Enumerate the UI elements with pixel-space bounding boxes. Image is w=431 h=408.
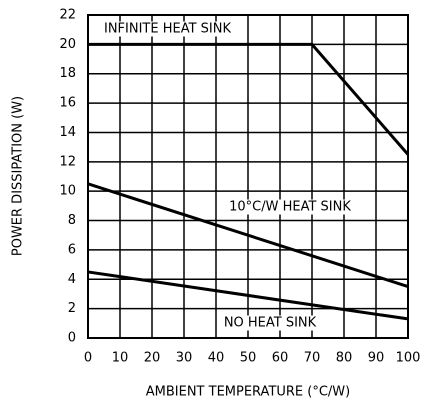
y-tick-label: 6 [68,242,76,257]
x-tick-label: 90 [368,351,385,366]
x-axis-label: AMBIENT TEMPERATURE (°C/W) [146,385,350,400]
y-tick-label: 16 [59,96,76,111]
line [88,42,410,156]
y-tick-label: 14 [59,125,76,140]
y-tick-label: 22 [59,8,76,23]
line [87,270,409,321]
x-tick-label: 30 [176,351,193,366]
label-background [101,21,235,37]
y-tick-label: 12 [59,154,76,169]
series-label: NO HEAT SINK [224,316,317,331]
x-tick-label: 100 [396,351,421,366]
y-tick-label: 8 [68,213,76,228]
y-tick-label: 4 [68,272,76,287]
series-label: 10°C/W HEAT SINK [229,200,351,215]
y-tick-label: 0 [68,331,76,346]
plot-frame [87,14,409,339]
x-tick-label: 20 [144,351,161,366]
x-tick-label: 50 [240,351,257,366]
y-tick-label: 10 [59,184,76,199]
y-tick-label: 20 [59,37,76,52]
y-tick-label: 2 [68,301,76,316]
x-tick-label: 0 [84,351,92,366]
label-background [220,315,320,331]
x-tick-label: 40 [208,351,225,366]
label-background [226,199,355,215]
x-tick-label: 60 [272,351,289,366]
y-tick-label: 18 [59,66,76,81]
x-tick-label: 70 [304,351,321,366]
x-tick-label: 80 [336,351,353,366]
line [87,182,409,289]
series-label: INFINITE HEAT SINK [104,22,231,37]
y-axis-label: POWER DISSIPATION (W) [11,96,26,256]
x-tick-label: 10 [112,351,129,366]
